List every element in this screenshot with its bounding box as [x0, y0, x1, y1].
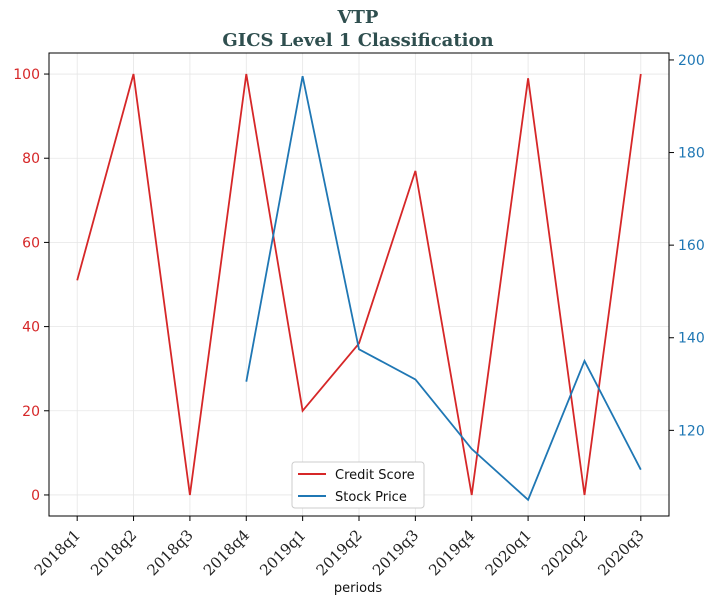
credit-score-line	[76, 73, 642, 496]
y-right-tick-label: 140	[678, 331, 705, 347]
y-left-tick-label: 40	[22, 320, 40, 336]
x-tick-label: 2019q1	[256, 526, 309, 579]
y-left-tick-label: 80	[22, 151, 40, 167]
grid-lines	[49, 53, 669, 516]
x-tick-label: 2018q1	[31, 526, 84, 579]
x-tick-label: 2018q4	[200, 526, 253, 579]
x-axis-label: periods	[334, 581, 382, 596]
x-tick-label: 2020q2	[538, 526, 591, 579]
y-left-tick-label: 20	[22, 404, 40, 420]
stock-price-line	[245, 76, 642, 502]
x-tick-label: 2019q4	[425, 526, 478, 579]
x-tick-label: 2019q3	[369, 526, 422, 579]
y-right-tick-label: 200	[678, 53, 705, 69]
legend: Credit Score Stock Price	[291, 461, 425, 509]
legend-stock-price-label: Stock Price	[335, 490, 407, 505]
x-tick-label: 2020q3	[594, 526, 647, 579]
legend-credit-score-label: Credit Score	[335, 468, 415, 483]
series-lines	[76, 73, 642, 502]
x-tick-label: 2018q3	[143, 526, 196, 579]
y-left-tick-label: 100	[13, 67, 40, 83]
y-right-tick-label: 160	[678, 238, 705, 254]
x-tick-label: 2020q1	[482, 526, 535, 579]
y-left-tick-label: 60	[22, 235, 40, 251]
y-left-tick-label: 0	[31, 488, 40, 504]
x-tick-label: 2019q2	[313, 526, 366, 579]
chart-subtitle: GICS Level 1 Classification	[222, 30, 493, 51]
y-right-tick-label: 180	[678, 146, 705, 162]
chart-title: VTP	[337, 7, 379, 28]
x-tick-label: 2018q2	[87, 526, 140, 579]
y-right-tick-label: 120	[678, 423, 705, 439]
